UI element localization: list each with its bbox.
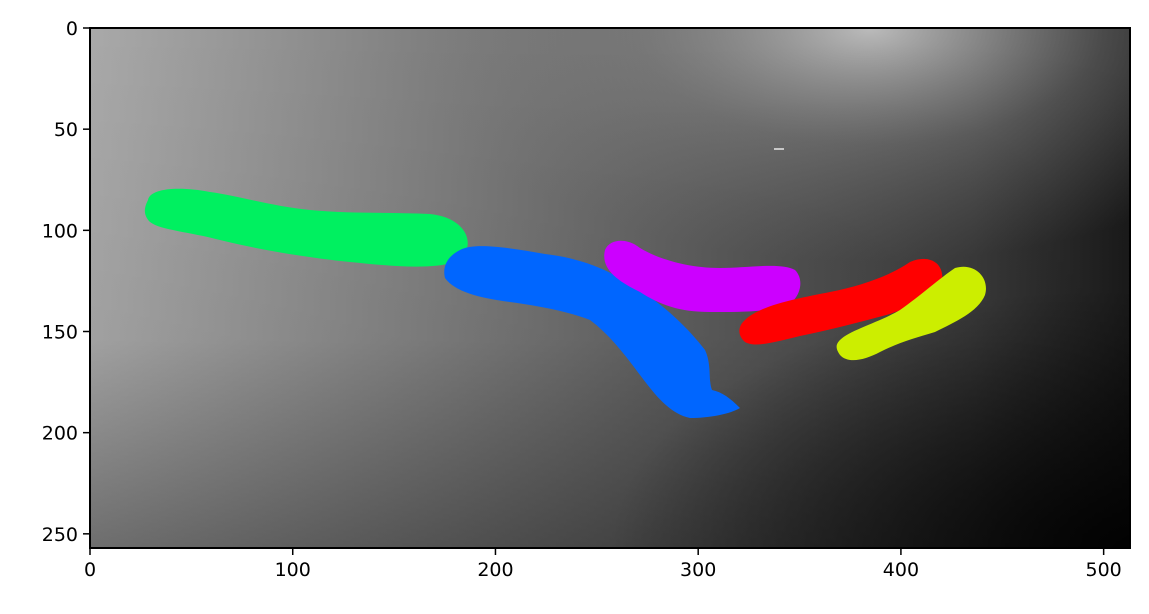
- x-tick-label: 0: [84, 559, 96, 581]
- x-tick-label: 100: [275, 559, 311, 581]
- y-tick-label: 150: [42, 322, 78, 344]
- image-content: [90, 28, 1130, 548]
- x-tick-label: 400: [883, 559, 919, 581]
- y-tick-label: 250: [42, 524, 78, 546]
- y-tick-label: 100: [42, 220, 78, 242]
- x-tick-label: 200: [477, 559, 513, 581]
- y-tick-label: 200: [42, 423, 78, 445]
- artifact-mark: [774, 148, 784, 150]
- magenta-segment: [604, 240, 801, 312]
- y-tick-label: 50: [54, 119, 78, 141]
- y-axis: 0 50 100 150 200 250: [42, 18, 90, 546]
- yellow-segment: [836, 266, 986, 361]
- x-axis: 0 100 200 300 400 500: [84, 548, 1122, 581]
- blue-segment: [444, 246, 740, 418]
- red-segment: [739, 258, 943, 345]
- y-tick-label: 0: [66, 18, 78, 40]
- x-tick-label: 300: [680, 559, 716, 581]
- plot-frame: [89, 27, 1131, 549]
- x-tick-label: 500: [1086, 559, 1122, 581]
- green-segment: [144, 188, 468, 267]
